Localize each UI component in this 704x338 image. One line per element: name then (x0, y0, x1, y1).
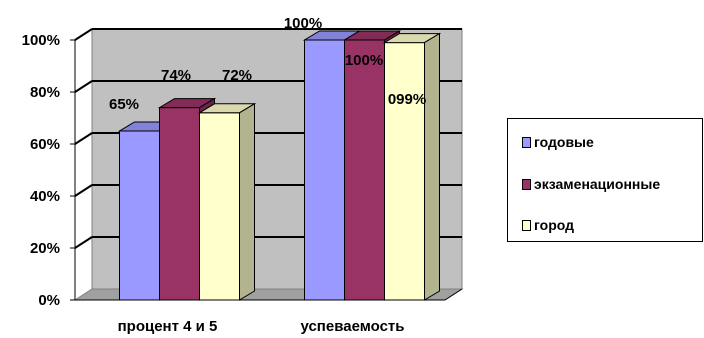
x-axis-depth (444, 288, 463, 301)
grid-line-diagonal (74, 80, 93, 93)
data-labels: 65% 74% 72% 100% 100% 099% (109, 15, 426, 113)
data-label: 100% (345, 52, 383, 69)
x-category-label: успеваемость (301, 318, 405, 335)
x-category-labels: процент 4 и 5 успеваемость (118, 318, 405, 335)
bar-front (384, 42, 425, 301)
y-tick-label: 60% (30, 136, 60, 153)
grid-line-diagonal (74, 236, 93, 249)
y-tick-label: 20% (30, 240, 60, 257)
bar-front (119, 130, 160, 301)
y-tick-label: 100% (22, 32, 60, 49)
bar-front (199, 112, 240, 301)
y-tick-labels: 0% 20% 40% 60% 80% 100% (22, 32, 60, 309)
legend-item-экзаменационные: экзаменационные (522, 176, 660, 192)
y-tick-label: 80% (30, 84, 60, 101)
legend: годовые экзаменационные город (507, 118, 703, 242)
legend-swatch (522, 136, 531, 148)
legend-swatch (522, 219, 531, 231)
bar-город-процент 4 и 5 (197, 102, 257, 301)
bar-side (239, 102, 255, 301)
data-label: 72% (222, 67, 252, 84)
legend-label: экзаменационные (534, 176, 661, 192)
bar-side (424, 32, 440, 301)
bar-front (344, 39, 385, 301)
bars (117, 30, 442, 301)
grid-line-diagonal (74, 132, 93, 145)
data-label: 099% (388, 91, 426, 108)
y-tick-label: 40% (30, 188, 60, 205)
grid-line-diagonal (74, 184, 93, 197)
grid-line-diagonal (74, 28, 93, 41)
x-category-label: процент 4 и 5 (118, 318, 218, 335)
data-label: 74% (161, 67, 191, 84)
bar-город-успеваемость (382, 32, 442, 301)
legend-item-город: город (522, 217, 574, 233)
bar-front (304, 39, 345, 301)
y-tick-label: 0% (38, 292, 60, 309)
legend-item-годовые: годовые (522, 134, 594, 150)
legend-label: годовые (534, 134, 594, 150)
data-label: 100% (284, 15, 322, 32)
legend-label: город (534, 217, 575, 233)
bar-front (159, 107, 200, 301)
legend-swatch (522, 178, 531, 190)
data-label: 65% (109, 96, 139, 113)
